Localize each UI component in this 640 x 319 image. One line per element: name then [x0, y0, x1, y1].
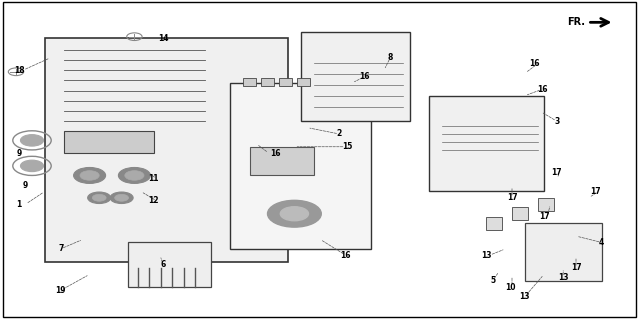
Circle shape	[74, 167, 106, 183]
Text: 16: 16	[529, 59, 540, 68]
Circle shape	[118, 167, 150, 183]
Text: 3: 3	[554, 117, 559, 126]
FancyBboxPatch shape	[261, 78, 274, 86]
Circle shape	[110, 192, 133, 204]
FancyBboxPatch shape	[64, 131, 154, 153]
Text: 13: 13	[481, 251, 492, 260]
Text: 16: 16	[360, 72, 370, 81]
Text: 17: 17	[539, 212, 549, 221]
Text: 15: 15	[342, 142, 352, 151]
Text: 17: 17	[590, 187, 600, 196]
Text: 17: 17	[571, 263, 581, 272]
Circle shape	[88, 192, 111, 204]
Text: 9: 9	[23, 181, 28, 189]
Text: 5: 5	[490, 276, 495, 285]
Text: 8: 8	[388, 53, 393, 62]
FancyBboxPatch shape	[250, 147, 314, 175]
Text: 4: 4	[599, 238, 604, 247]
Circle shape	[280, 207, 308, 221]
Circle shape	[125, 171, 144, 180]
FancyBboxPatch shape	[3, 2, 636, 317]
Text: 2: 2	[337, 130, 342, 138]
Text: 16: 16	[537, 85, 547, 94]
Text: 10: 10	[506, 283, 516, 292]
Text: 1: 1	[17, 200, 22, 209]
Text: 13: 13	[558, 273, 568, 282]
Circle shape	[80, 171, 99, 180]
FancyBboxPatch shape	[525, 223, 602, 281]
Text: 11: 11	[148, 174, 159, 183]
FancyBboxPatch shape	[429, 96, 544, 191]
FancyBboxPatch shape	[486, 217, 502, 230]
Circle shape	[20, 135, 44, 146]
FancyBboxPatch shape	[230, 83, 371, 249]
FancyBboxPatch shape	[128, 242, 211, 287]
Circle shape	[92, 194, 106, 201]
Text: 14: 14	[158, 34, 168, 43]
FancyBboxPatch shape	[243, 78, 256, 86]
Circle shape	[268, 200, 321, 227]
Text: 18: 18	[14, 66, 24, 75]
FancyBboxPatch shape	[538, 198, 554, 211]
FancyBboxPatch shape	[279, 78, 292, 86]
Text: 13: 13	[520, 292, 530, 301]
FancyBboxPatch shape	[45, 38, 288, 262]
Text: 12: 12	[148, 197, 159, 205]
FancyBboxPatch shape	[301, 32, 410, 121]
FancyBboxPatch shape	[512, 207, 528, 220]
Circle shape	[115, 194, 129, 201]
Text: 6: 6	[161, 260, 166, 269]
Text: 9: 9	[17, 149, 22, 158]
Circle shape	[20, 160, 44, 172]
Text: 19: 19	[56, 286, 66, 295]
Text: 16: 16	[340, 251, 351, 260]
Text: 17: 17	[507, 193, 517, 202]
Text: 16: 16	[270, 149, 280, 158]
Text: 7: 7	[58, 244, 63, 253]
Text: 17: 17	[552, 168, 562, 177]
Text: FR.: FR.	[567, 17, 585, 27]
FancyBboxPatch shape	[297, 78, 310, 86]
